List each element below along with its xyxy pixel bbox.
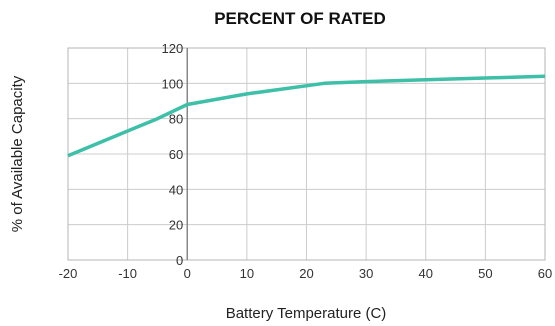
x-tick-label-8: 60 [538,266,552,281]
x-axis-label: Battery Temperature (C) [226,305,387,322]
x-tick-label-5: 30 [359,266,373,281]
x-tick-label-1: -10 [118,266,137,281]
x-tick-label-6: 40 [419,266,433,281]
y-axis-label: % of Available Capacity [9,75,26,232]
chart-title: PERCENT OF RATED [214,9,386,28]
y-tick-label-5: 100 [162,76,184,91]
series-line-0 [67,74,546,158]
y-tick-label-6: 120 [162,41,184,56]
y-tick-label-2: 40 [169,182,183,197]
x-tick-label-2: 0 [184,266,191,281]
x-tick-label-7: 50 [478,266,492,281]
y-tick-label-4: 80 [169,112,183,127]
y-tick-label-1: 20 [169,218,183,233]
x-tick-label-4: 20 [299,266,313,281]
y-tick-label-0: 0 [176,253,183,268]
series-layer [67,74,546,158]
x-axis-ticks: -20 -10 0 10 20 30 40 50 60 [59,266,553,281]
y-tick-label-3: 60 [169,147,183,162]
x-tick-label-3: 10 [240,266,254,281]
x-tick-label-0: -20 [59,266,78,281]
y-axis-ticks: 0 20 40 60 80 100 120 [162,41,184,268]
